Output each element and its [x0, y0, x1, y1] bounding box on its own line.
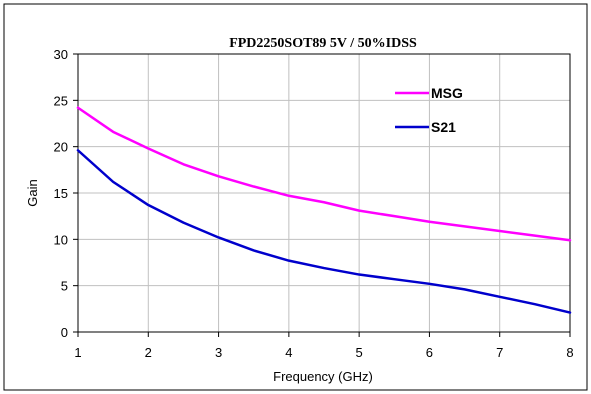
x-tick-label: 7	[496, 345, 503, 360]
y-axis-label: Gain	[25, 179, 40, 206]
x-axis-label: Frequency (GHz)	[273, 369, 373, 384]
x-tick-label: 1	[74, 345, 81, 360]
series-lines	[76, 106, 572, 314]
legend-label-msg: MSG	[431, 85, 463, 101]
legend-label-s21: S21	[431, 119, 456, 135]
chart-title: FPD2250SOT89 5V / 50%IDSS	[229, 36, 417, 51]
y-tick-label: 0	[61, 325, 68, 340]
y-tick-label: 30	[54, 47, 68, 62]
series-line-s21	[76, 149, 572, 314]
y-axis: 0 5 10 15 20 25 30	[54, 47, 78, 340]
y-tick-label: 10	[54, 232, 68, 247]
y-tick-label: 15	[54, 186, 68, 201]
x-tick-label: 6	[426, 345, 433, 360]
series-line-msg	[76, 106, 572, 242]
y-tick-label: 5	[61, 279, 68, 294]
x-tick-label: 8	[566, 345, 573, 360]
y-tick-label: 25	[54, 93, 68, 108]
legend: MSG S21	[395, 85, 463, 135]
y-tick-label: 20	[54, 140, 68, 155]
x-tick-label: 4	[285, 345, 292, 360]
x-tick-label: 3	[215, 345, 222, 360]
x-axis: 1 2 3 4 5 6 7 8	[74, 332, 574, 360]
x-tick-label: 2	[145, 345, 152, 360]
x-tick-label: 5	[356, 345, 363, 360]
